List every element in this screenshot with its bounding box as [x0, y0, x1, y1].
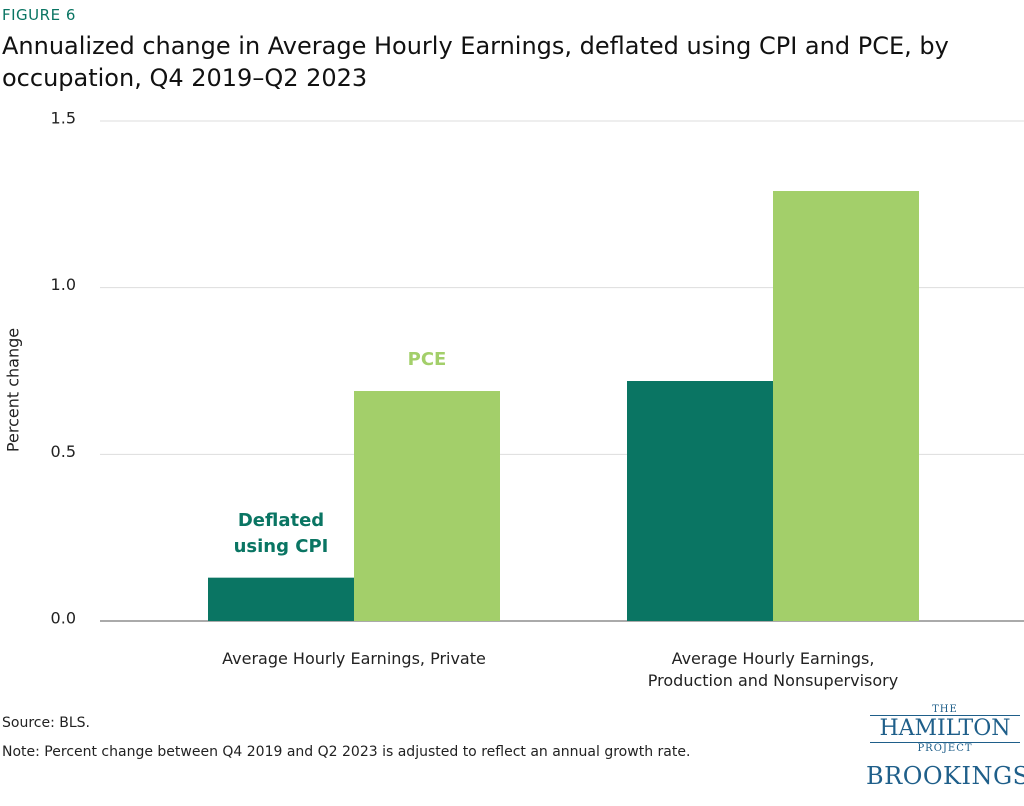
source: Source: BLS. — [2, 715, 90, 731]
note: Note: Percent change between Q4 2019 and… — [2, 744, 691, 760]
bar — [773, 191, 919, 621]
logo-text: BROOKINGS — [866, 762, 1024, 790]
y-tick-label: 0.0 — [51, 609, 76, 628]
y-tick-label: 1.0 — [51, 275, 76, 294]
bar — [354, 391, 500, 621]
bar — [627, 381, 773, 621]
figure-label: FIGURE 6 — [2, 6, 76, 24]
logo-text: HAMILTON — [870, 715, 1020, 743]
legend-label: Deflated using CPI — [233, 509, 329, 557]
chart-title: Annualized change in Average Hourly Earn… — [2, 32, 949, 92]
y-tick-label: 0.5 — [51, 442, 76, 461]
logo-text: PROJECT — [917, 743, 973, 754]
x-tick-label: Average Hourly Earnings, Private — [222, 649, 486, 668]
y-tick-label: 1.5 — [51, 109, 76, 128]
x-tick-label: Average Hourly Earnings, Production and … — [647, 649, 899, 690]
bar — [208, 577, 354, 621]
logo-text: THE — [932, 704, 958, 715]
y-axis-label: Percent change — [4, 328, 23, 452]
logo: THE HAMILTON PROJECT — [870, 704, 1020, 754]
legend-label: PCE — [407, 349, 447, 370]
